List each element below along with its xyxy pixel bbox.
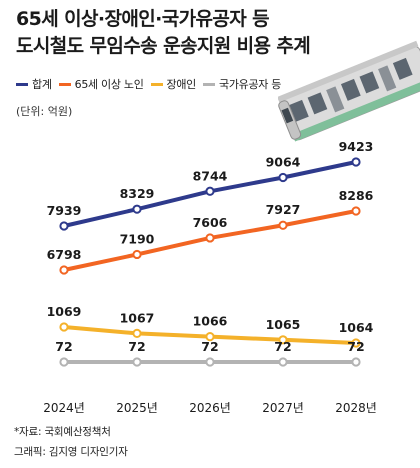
data-point-1-3 <box>278 220 288 230</box>
data-label-1-1: 7190 <box>120 231 155 246</box>
title-line-2: 도시철도 무임수송 운송지원 비용 추계 <box>16 35 311 57</box>
data-label-1-0: 6798 <box>47 247 82 262</box>
data-point-1-2 <box>205 233 215 243</box>
legend-swatch-veterans <box>203 82 215 86</box>
data-point-2-3 <box>278 335 288 345</box>
data-label-0-1: 8329 <box>120 186 155 201</box>
legend: 합계 65세 이상 노인 장애인 국가유공자 등 <box>16 76 288 92</box>
legend-swatch-disabled <box>150 82 163 86</box>
data-label-2-2: 1066 <box>193 314 228 329</box>
legend-label-disabled: 장애인 <box>166 78 197 91</box>
data-label-3-0: 72 <box>55 339 72 354</box>
legend-item-elderly: 65세 이상 노인 <box>58 76 144 92</box>
data-point-3-4 <box>351 357 361 367</box>
data-point-2-4 <box>351 338 361 348</box>
legend-label-veterans: 국가유공자 등 <box>219 78 282 91</box>
legend-item-total: 합계 <box>16 76 52 92</box>
legend-item-veterans: 국가유공자 등 <box>203 76 281 92</box>
data-point-3-0 <box>59 357 69 367</box>
data-label-1-3: 7927 <box>266 202 301 217</box>
train-illustration <box>278 40 420 142</box>
data-label-3-1: 72 <box>128 339 145 354</box>
data-point-1-4 <box>351 206 361 216</box>
data-label-0-4: 9423 <box>339 139 374 154</box>
x-tick-label-4: 2028년 <box>335 401 377 415</box>
data-point-2-0 <box>59 322 69 332</box>
data-label-2-3: 1065 <box>266 317 301 332</box>
data-point-3-3 <box>278 357 288 367</box>
data-label-3-4: 72 <box>347 339 364 354</box>
graphic-credit: 그래픽: 김지영 디자인기자 <box>14 446 128 458</box>
data-label-1-2: 7606 <box>193 215 228 230</box>
data-point-0-4 <box>351 157 361 167</box>
data-point-0-1 <box>132 204 142 214</box>
legend-swatch-total <box>16 82 28 86</box>
data-label-2-0: 1069 <box>47 304 82 319</box>
data-label-3-2: 72 <box>201 339 218 354</box>
data-point-2-2 <box>205 332 215 342</box>
data-point-0-2 <box>205 186 215 196</box>
legend-swatch-elderly <box>58 82 71 86</box>
data-point-3-1 <box>132 357 142 367</box>
legend-label-elderly: 65세 이상 노인 <box>74 78 144 91</box>
source-note: *자료: 국회예산정책처 <box>14 426 111 438</box>
x-tick-label-1: 2025년 <box>116 401 158 415</box>
legend-item-disabled: 장애인 <box>150 76 197 92</box>
data-label-2-1: 1067 <box>120 310 155 325</box>
data-point-1-0 <box>59 265 69 275</box>
title-line-1: 65세 이상·장애인·국가유공자 등 <box>16 8 270 30</box>
data-label-1-4: 8286 <box>339 188 374 203</box>
chart-title: 65세 이상·장애인·국가유공자 등 도시철도 무임수송 운송지원 비용 추계 <box>16 6 311 60</box>
data-point-0-0 <box>59 221 69 231</box>
data-label-0-3: 9064 <box>266 154 301 169</box>
x-tick-label-0: 2024년 <box>43 401 85 415</box>
unit-label: (단위: 억원) <box>16 105 73 118</box>
x-tick-label-2: 2026년 <box>189 401 231 415</box>
data-label-0-0: 7939 <box>47 203 82 218</box>
data-point-1-1 <box>132 249 142 260</box>
data-point-0-3 <box>278 172 288 183</box>
x-tick-label-3: 2027년 <box>262 401 304 415</box>
data-label-0-2: 8744 <box>193 168 228 183</box>
data-point-3-2 <box>205 357 215 367</box>
legend-label-total: 합계 <box>32 78 52 91</box>
data-label-2-4: 1064 <box>339 320 374 335</box>
data-point-2-1 <box>132 328 142 338</box>
data-label-3-3: 72 <box>274 339 291 354</box>
